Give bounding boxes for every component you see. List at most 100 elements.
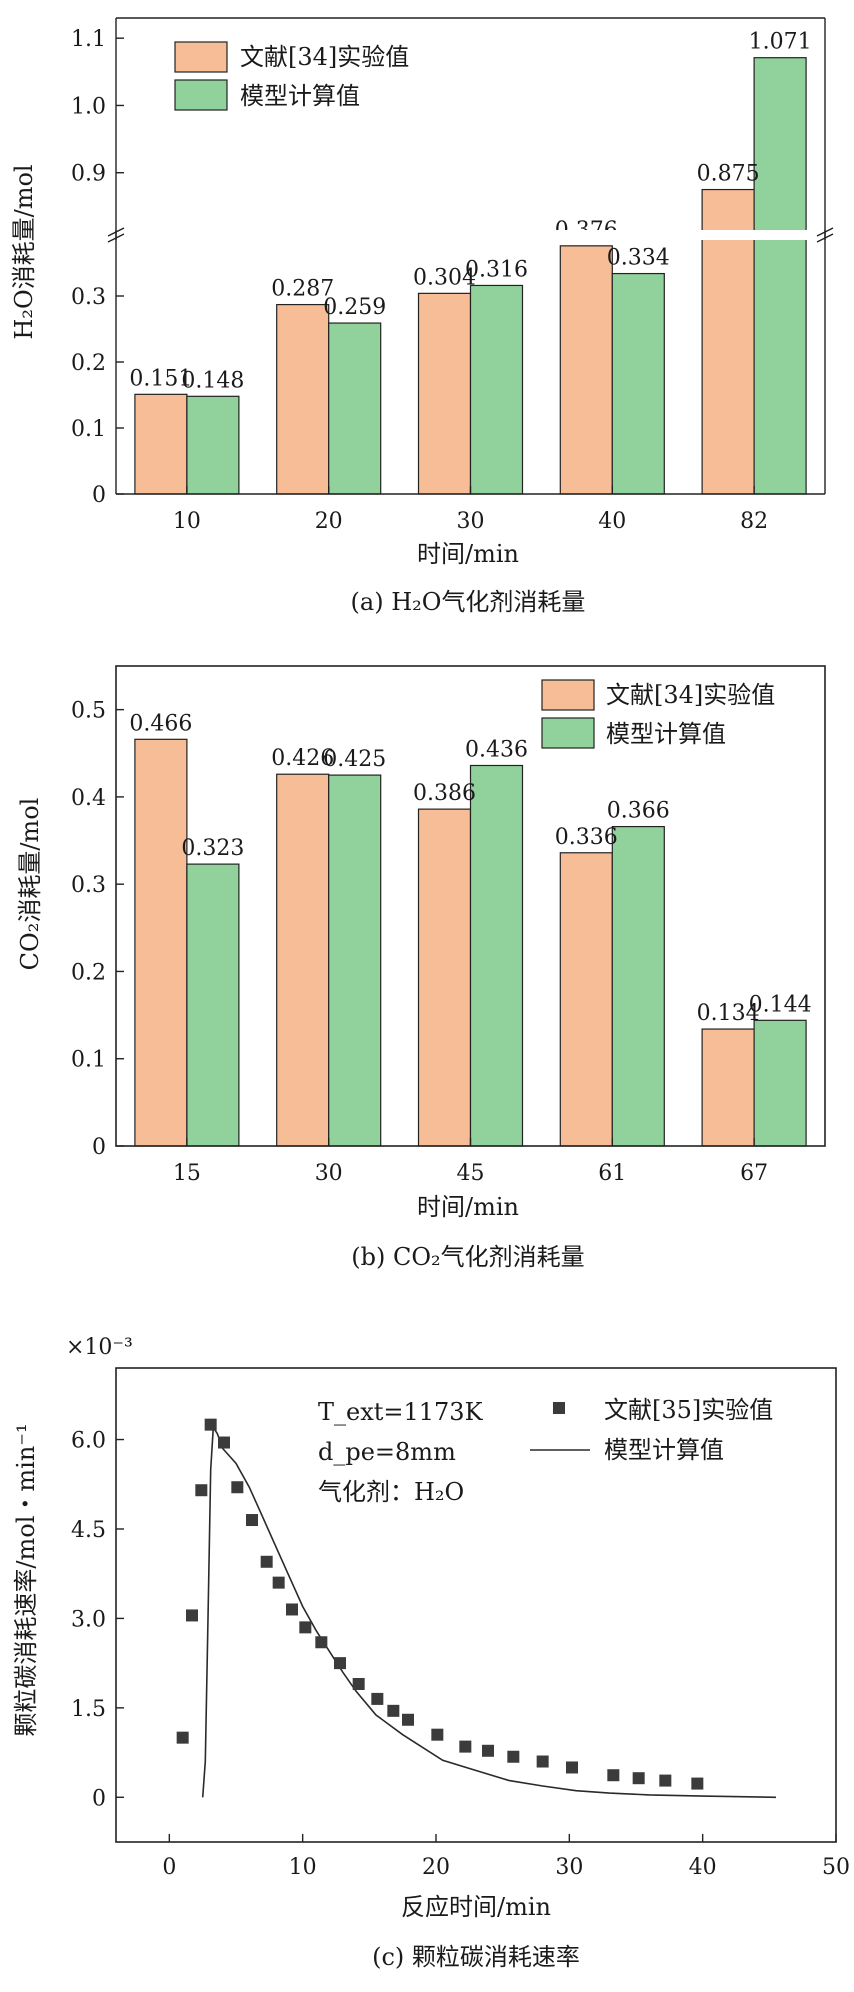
y-tick-label-0.4: 0.4 (71, 786, 106, 811)
chart-a-axes: 10 20 30 40 82 0 0.1 0.2 0.3 0.9 1.0 1.1 (71, 17, 834, 534)
chart-a-legend: 文献[34]实验值 模型计算值 (174, 41, 409, 111)
data-label-bar-experiment-61: 0.336 (555, 825, 618, 850)
bar-experiment-15 (134, 738, 188, 1147)
x-tick-label-45: 45 (457, 1161, 485, 1186)
break-mark-1-a (816, 227, 834, 237)
scatter-point-4 (218, 1436, 230, 1449)
x-tick-label-20: 20 (315, 509, 343, 534)
y-tick-label-3.0: 3.0 (71, 1607, 106, 1632)
bar-model-61 (611, 825, 665, 1147)
chart-b-xlabel: 时间/min (417, 1193, 519, 1221)
scatter-point-22 (566, 1761, 578, 1774)
break-mark-0-a (107, 227, 125, 237)
x-tick-label-50: 50 (822, 1855, 850, 1880)
scatter-point-12 (334, 1657, 346, 1670)
chart-c-plot (176, 1418, 777, 1799)
scatter-point-19 (482, 1744, 494, 1757)
break-mark-1-b (816, 233, 834, 243)
scatter-point-6 (246, 1514, 258, 1527)
chart-a: 0.1510.1480.2870.2590.3040.3160.3760.334… (10, 17, 834, 616)
data-label-bar-model-40: 0.334 (607, 246, 670, 271)
x-tick-label-10: 10 (173, 509, 201, 534)
chart-c-xlabel: 反应时间/min (401, 1893, 551, 1921)
data-label-bar-experiment-30: 0.426 (271, 746, 334, 771)
data-label-bar-experiment-15: 0.466 (129, 711, 192, 736)
data-label-bar-model-15: 0.323 (181, 836, 244, 861)
scatter-point-1 (186, 1609, 198, 1622)
axis-break-band (115, 230, 826, 240)
legend-label-experiment: 文献[34]实验值 (606, 681, 775, 709)
x-tick-label-30: 30 (555, 1855, 583, 1880)
x-tick-label-10: 10 (289, 1855, 317, 1880)
bar-model-30 (328, 774, 382, 1147)
y-tick-label-1.1: 1.1 (71, 27, 106, 52)
y-tick-label-0.1: 0.1 (71, 1048, 106, 1073)
legend-label-experiment: 文献[34]实验值 (240, 43, 409, 71)
chart-c-caption: (c) 颗粒碳消耗速率 (372, 1943, 580, 1971)
legend-marker-experiment (553, 1402, 565, 1414)
scatter-point-20 (507, 1750, 520, 1763)
y-tick-label-0.9: 0.9 (71, 162, 106, 187)
scatter-point-25 (659, 1774, 672, 1787)
data-label-bar-model-30: 0.316 (465, 257, 528, 282)
plot-frame (115, 665, 826, 1147)
x-tick-label-30: 30 (315, 1161, 343, 1186)
data-label-bar-experiment-10: 0.151 (129, 366, 192, 391)
data-label-bar-experiment-67: 0.134 (697, 1001, 760, 1026)
data-label-bar-model-10: 0.148 (181, 368, 244, 393)
legend-label-model: 模型计算值 (240, 82, 360, 110)
y-tick-label-1.0: 1.0 (71, 94, 106, 119)
scatter-point-17 (431, 1728, 444, 1741)
scatter-point-13 (352, 1678, 365, 1690)
legend-label-model: 模型计算值 (606, 720, 726, 748)
data-label-bar-model-30: 0.425 (323, 747, 386, 772)
bar-experiment-45 (417, 808, 472, 1147)
chart-a-data-labels: 0.1510.1480.2870.2590.3040.3160.3760.334… (129, 30, 811, 394)
scatter-point-18 (459, 1740, 472, 1753)
scatter-point-10 (299, 1621, 312, 1634)
bar-experiment-67 (701, 1028, 755, 1147)
scatter-point-14 (371, 1692, 384, 1705)
annotation-diameter: d_pe=8mm (318, 1438, 456, 1466)
chart-b-caption: (b) CO₂气化剂消耗量 (351, 1243, 584, 1271)
bar-experiment-30 (276, 773, 330, 1147)
scatter-point-15 (387, 1704, 400, 1717)
data-label-bar-experiment-82: 0.875 (697, 162, 760, 187)
data-label-bar-experiment-30: 0.304 (413, 265, 476, 290)
y-tick-label-0.2: 0.2 (71, 351, 106, 376)
chart-b-axes: 15 30 45 61 67 0 0.1 0.2 0.3 0.4 0.5 (71, 665, 826, 1186)
plot-frame (115, 1367, 837, 1843)
data-label-bar-model-82: 1.071 (749, 30, 812, 55)
x-tick-label-0: 0 (162, 1855, 176, 1880)
x-tick-label-61: 61 (598, 1161, 626, 1186)
bar-model-45 (469, 764, 524, 1147)
bar-experiment-10 (134, 393, 188, 495)
chart-c: 0 10 20 30 40 50 0 1.5 3.0 4.5 6.0 ×10⁻³ 颗粒碳消耗速率/m… (12, 1335, 850, 1971)
data-label-bar-experiment-20: 0.287 (271, 277, 334, 302)
legend-swatch-experiment (174, 41, 228, 73)
x-tick-label-67: 67 (740, 1161, 768, 1186)
chart-c-axes: 0 10 20 30 40 50 0 1.5 3.0 4.5 6.0 (71, 1367, 850, 1880)
legend-swatch-model (541, 717, 595, 749)
bar-model-67 (753, 1019, 807, 1147)
x-tick-label-40: 40 (689, 1855, 717, 1880)
scatter-point-0 (176, 1731, 189, 1744)
y-tick-label-0.2: 0.2 (71, 960, 106, 985)
chart-c-multiplier: ×10⁻³ (66, 1335, 133, 1360)
legend-label-model: 模型计算值 (604, 1436, 724, 1464)
scatter-point-8 (272, 1576, 285, 1589)
chart-c-annotations: T_ext=1173K d_pe=8mm 气化剂：H₂O (318, 1398, 484, 1506)
chart-a-xlabel: 时间/min (417, 540, 519, 568)
x-tick-label-82: 82 (740, 509, 768, 534)
scatter-point-11 (315, 1636, 328, 1649)
data-label-bar-model-61: 0.366 (607, 799, 670, 824)
chart-c-legend: 文献[35]实验值 模型计算值 (530, 1396, 773, 1464)
legend-swatch-experiment (541, 679, 595, 711)
scatter-point-3 (204, 1418, 217, 1431)
scatter-point-9 (286, 1603, 298, 1616)
x-tick-label-20: 20 (422, 1855, 450, 1880)
chart-b-ylabel: CO₂消耗量/mol (16, 798, 44, 971)
y-tick-label-0.3: 0.3 (71, 873, 106, 898)
